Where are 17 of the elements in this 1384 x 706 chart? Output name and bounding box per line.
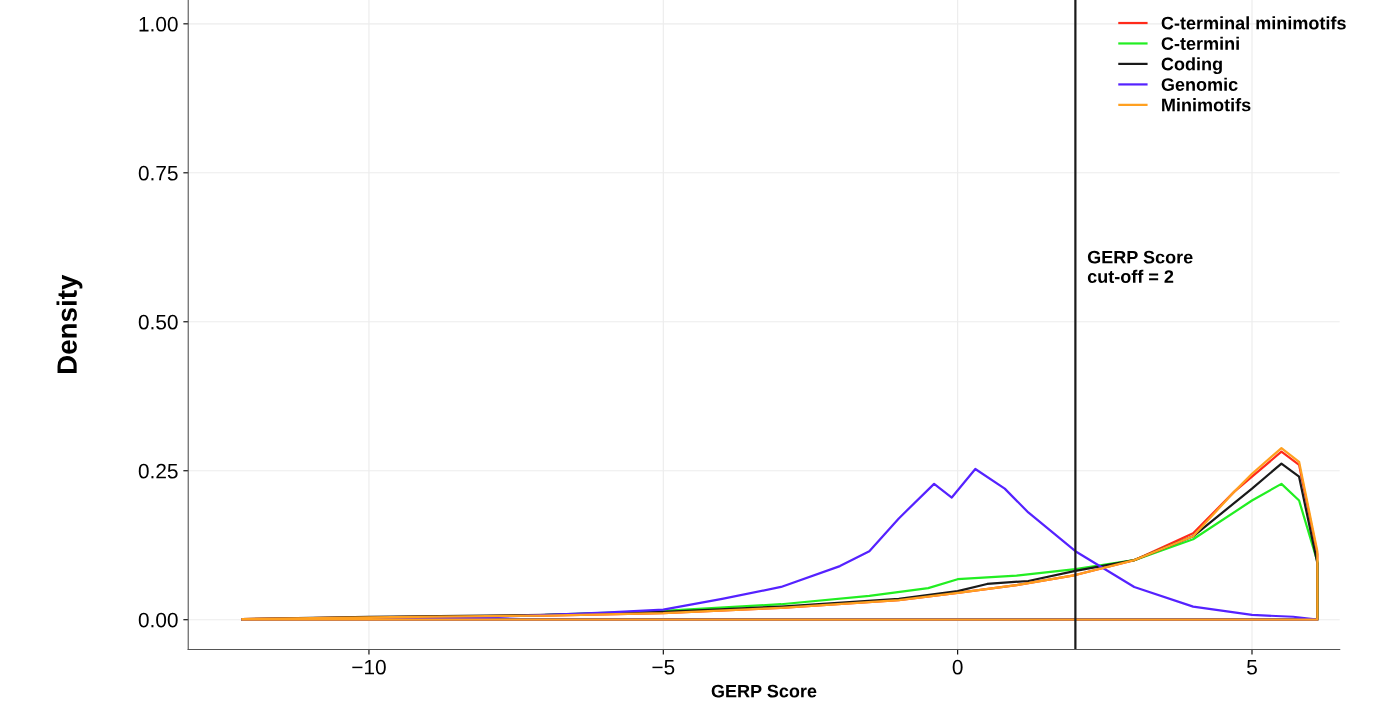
legend-label: C-termini [1161, 36, 1239, 50]
x-axis-title: GERP Score [711, 684, 817, 698]
y-axis-title: Density [56, 274, 83, 374]
y-tick-label: 0.00 [138, 612, 178, 628]
x-tick-label: 0 [952, 659, 963, 675]
y-tick-label: 0.50 [138, 314, 178, 330]
x-tick-label: 5 [1247, 660, 1257, 675]
legend-label: Minimotifs [1162, 98, 1251, 112]
y-tick-label: 1.00 [139, 16, 178, 32]
legend-label: Genomic [1161, 77, 1238, 91]
legend-label: Coding [1161, 57, 1222, 75]
legend-label: C-terminal minimotifs [1161, 16, 1346, 30]
y-tick-label: 0.75 [138, 165, 178, 181]
y-tick-label: 0.25 [138, 463, 178, 479]
x-tick-label: −5 [652, 660, 675, 675]
ref-line-label: GERP Score cut-off = 2 [1087, 250, 1193, 283]
x-tick-label: −10 [352, 659, 386, 675]
